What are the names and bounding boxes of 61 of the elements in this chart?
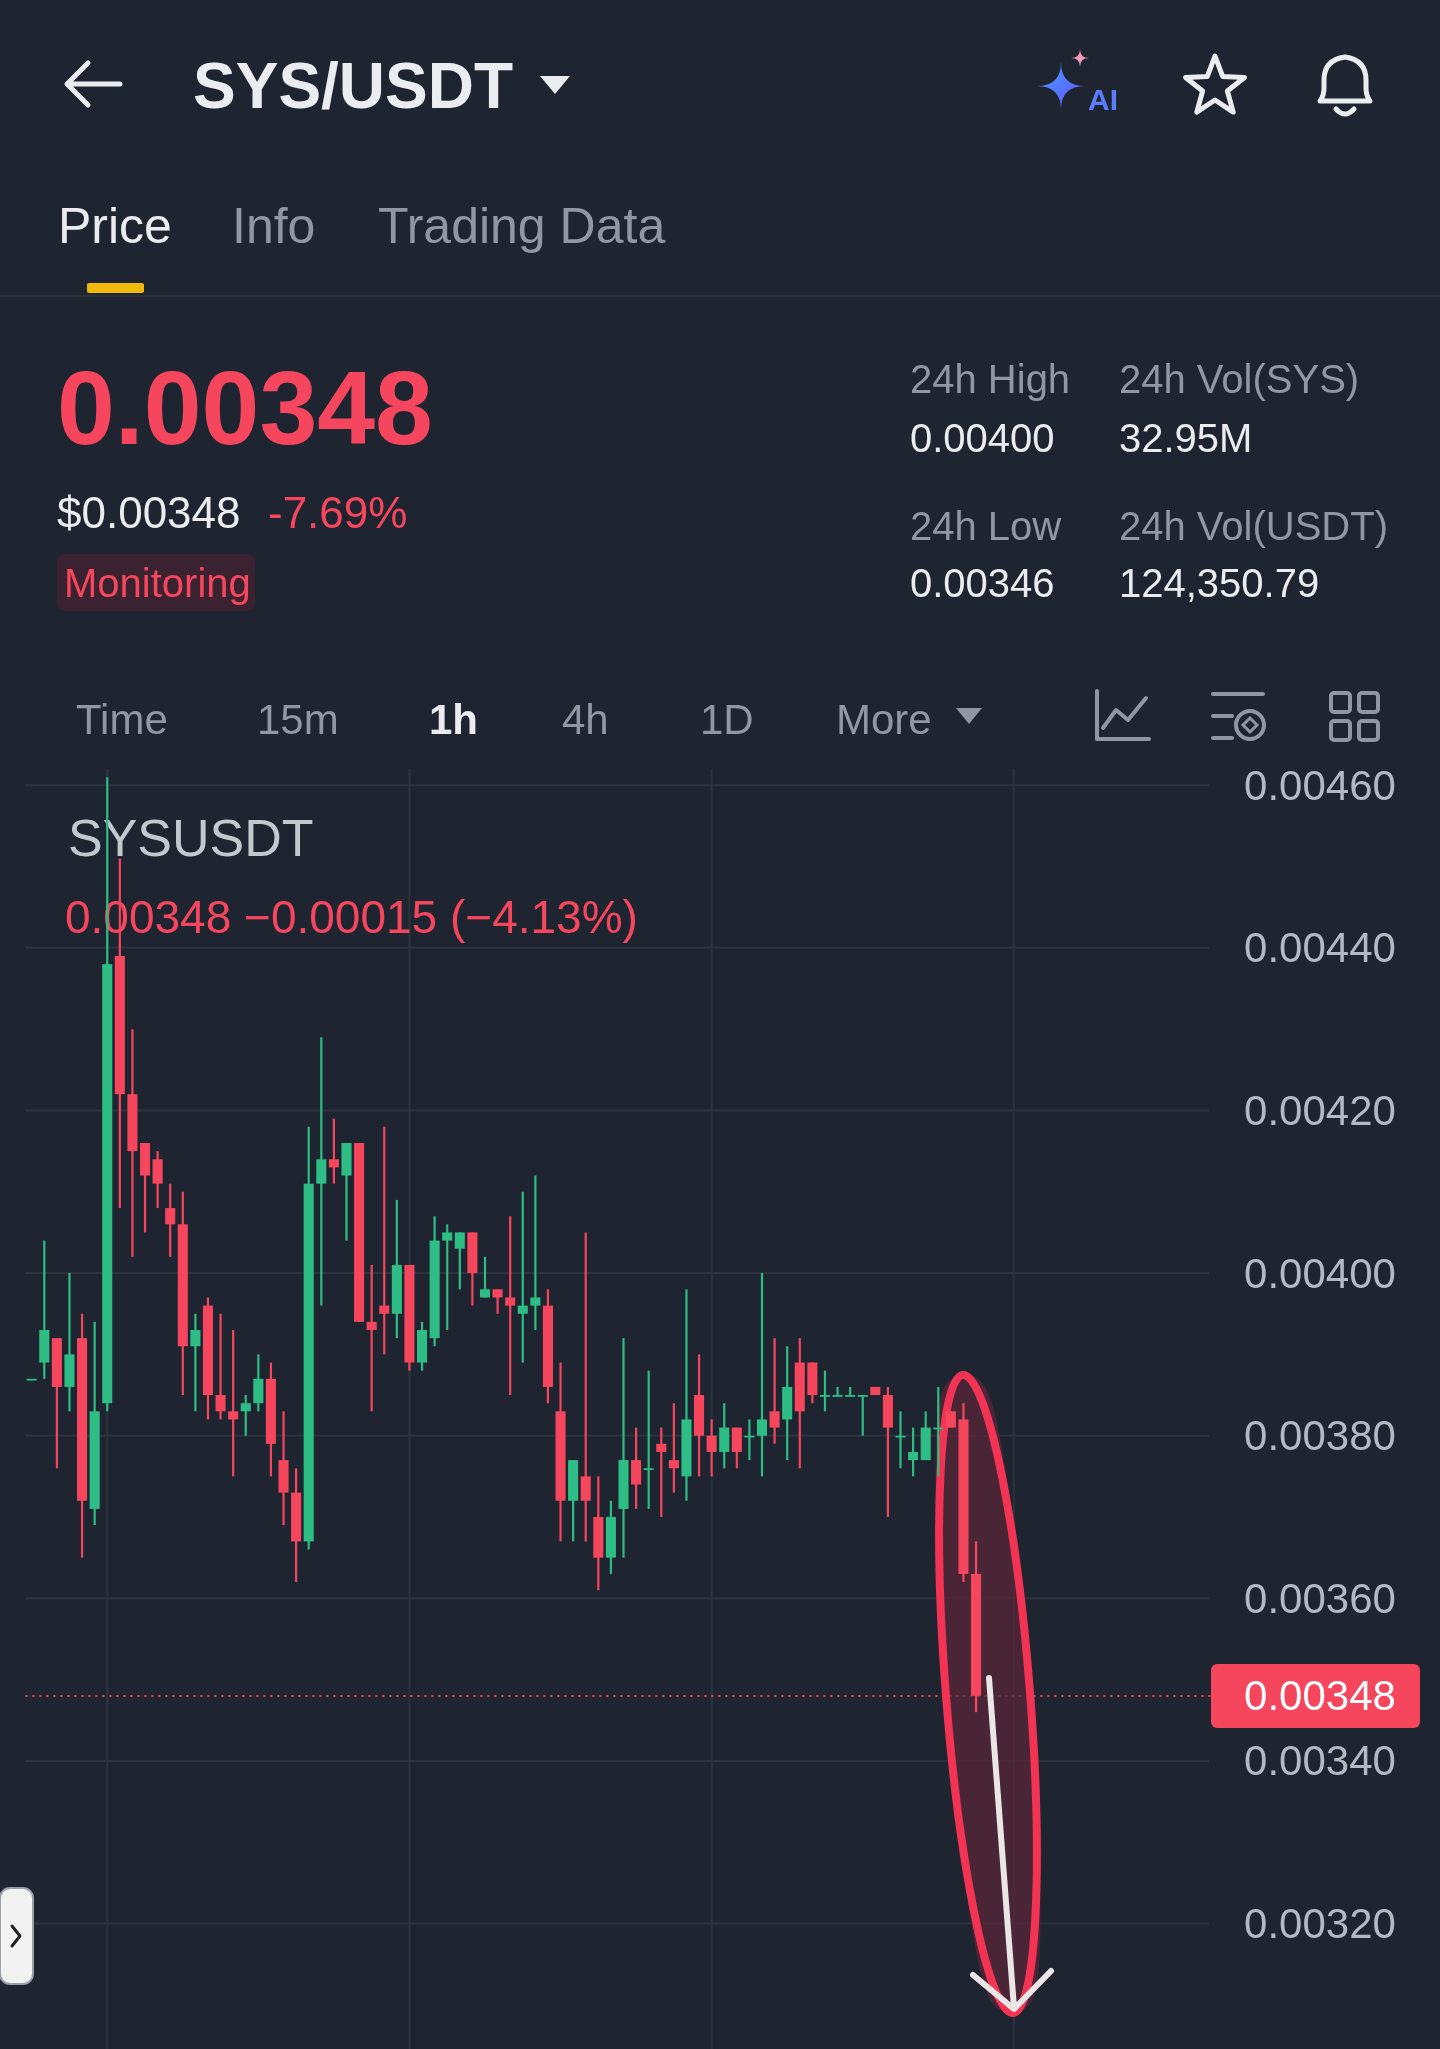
candlestick [505,1215,516,1397]
text: 0.00400 [910,416,1055,460]
candlestick [744,1418,755,1462]
candlestick [656,1426,667,1519]
text: 124,350.79 [1119,561,1320,605]
candlestick [442,1223,453,1332]
candlestick [165,1182,176,1258]
y-tick-label: 0.00320 [1244,1900,1396,1948]
candlestick [769,1337,780,1445]
text: 24h High [910,357,1071,401]
text: 0.00346 [910,561,1055,605]
candlestick [366,1263,377,1413]
candlestick [328,1117,339,1185]
text: Trading Data [378,198,666,254]
candlestick [908,1426,919,1478]
candlestick [832,1385,843,1397]
candlestick [895,1410,906,1470]
candlestick [819,1369,830,1413]
text: Time [76,696,168,743]
text: AI [1088,83,1118,116]
candlestick [190,1312,201,1413]
candlestick [316,1036,327,1307]
candlestick [517,1190,528,1364]
text: Monitoring [64,561,251,605]
text: 15m [257,696,339,743]
text: Info [232,198,316,254]
candlestick [643,1369,654,1510]
candlestick [492,1288,503,1315]
text: 24h Vol(USDT) [1119,504,1388,548]
candlestick [379,1125,390,1356]
text: 1h [429,696,479,743]
candlestick [479,1255,491,1299]
candlestick [756,1272,768,1478]
text: 4h [562,696,609,743]
ref-line-label: 0.00348 [1244,1672,1396,1720]
y-tick-label: 0.00340 [1244,1737,1396,1785]
candlestick [228,1328,239,1478]
candlestick [857,1393,868,1437]
y-tick-label: 0.00360 [1244,1574,1396,1622]
text: 1D [700,696,754,743]
candlestick [530,1174,541,1332]
y-tick-label: 0.00440 [1244,924,1396,972]
text: 0.00348 [57,350,433,466]
text: 32.95M [1119,416,1253,460]
y-tick-label: 0.00420 [1244,1086,1396,1134]
text: 24h Low [910,504,1062,548]
candlestick [454,1231,465,1291]
candlestick [580,1231,591,1543]
candlestick [215,1312,226,1421]
y-tick-label: 0.00380 [1244,1412,1396,1460]
text: $0.00348 [57,488,241,537]
text: -7.69% [268,488,408,537]
y-tick-label: 0.00460 [1244,761,1396,809]
text: More [836,696,932,743]
y-tick-label: 0.00400 [1244,1249,1396,1297]
text: Price [58,198,172,254]
candlestick [240,1393,251,1437]
candlestick [668,1402,679,1494]
candlestick [706,1418,717,1478]
text: 24h Vol(SYS) [1119,357,1360,401]
text: SYS/USDT [193,50,514,122]
